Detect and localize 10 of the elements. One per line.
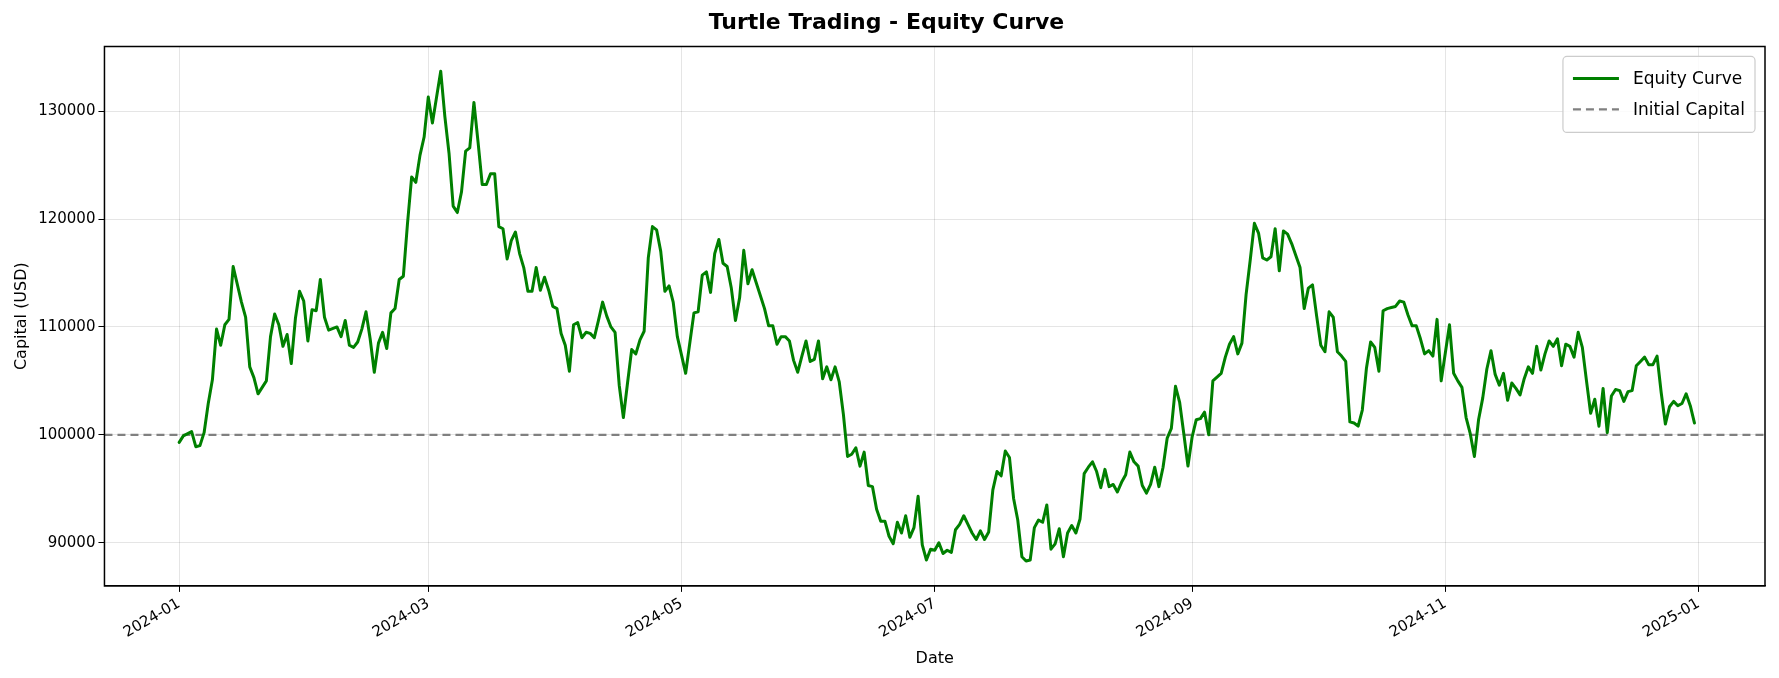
x-axis-title: Date <box>915 647 954 667</box>
y-tick-label: 120000 <box>38 208 96 227</box>
y-tick-label: 130000 <box>38 101 96 120</box>
y-tick-label: 90000 <box>47 532 96 551</box>
legend-label: Initial Capital <box>1632 98 1746 119</box>
y-tick-label: 100000 <box>38 424 96 443</box>
legend-label: Equity Curve <box>1632 67 1743 88</box>
y-axis-title: Capital (USD) <box>10 262 30 371</box>
y-tick-label: 110000 <box>38 316 96 335</box>
chart-title: Turtle Trading - Equity Curve <box>708 8 1065 34</box>
